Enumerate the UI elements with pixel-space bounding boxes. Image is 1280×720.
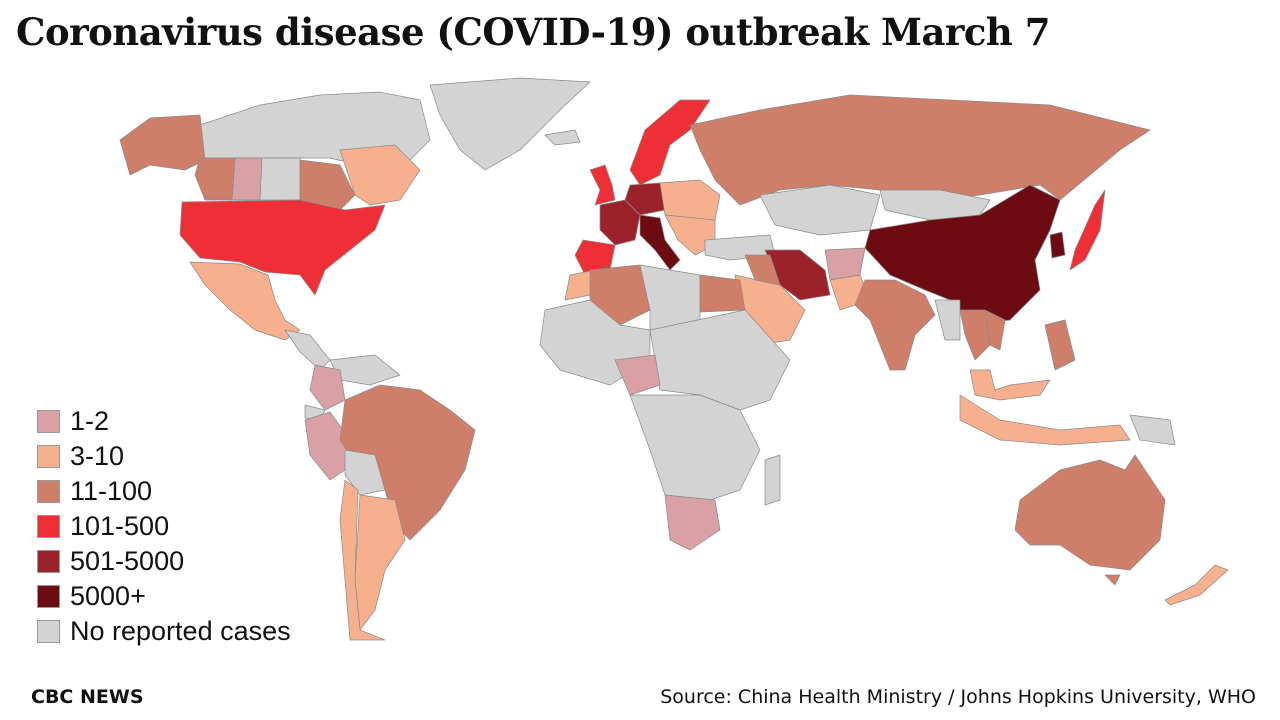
region-mexico (189, 261, 301, 341)
legend-swatch (37, 480, 60, 503)
legend-swatch (37, 445, 60, 468)
legend-label: 501-5000 (70, 546, 185, 576)
region-indonesia (959, 394, 1131, 446)
legend-item: 3-10 (37, 439, 291, 474)
legend-item: 501-5000 (37, 544, 291, 579)
region-algeria (589, 264, 651, 326)
legend-label: 101-500 (70, 511, 170, 541)
legend-swatch (37, 410, 60, 433)
region-canada-alberta (231, 157, 263, 201)
legend-swatch (37, 620, 60, 643)
region-alaska (119, 114, 206, 176)
region-chile (339, 479, 386, 641)
region-germany (624, 182, 666, 216)
region-iceland (544, 129, 581, 146)
region-canada-quebec (339, 144, 421, 206)
region-japan (1069, 189, 1106, 271)
brand-logo-text: CBC NEWS (31, 686, 144, 708)
region-nigeria (614, 354, 661, 396)
legend-label: 1-2 (70, 406, 110, 436)
legend-item: No reported cases (37, 614, 291, 649)
region-central-africa (629, 394, 761, 501)
legend-item: 101-500 (37, 509, 291, 544)
legend-item: 5000+ (37, 579, 291, 614)
region-papua (1129, 414, 1176, 446)
legend-swatch (37, 550, 60, 573)
region-thailand (959, 309, 991, 361)
legend-label: No reported cases (70, 616, 291, 646)
region-italy (639, 214, 681, 271)
legend-label: 11-100 (70, 476, 153, 506)
region-egypt (699, 274, 746, 313)
region-canada-prairies (259, 157, 301, 201)
region-australia (1014, 454, 1166, 571)
legend-label: 3-10 (70, 441, 125, 471)
region-madagascar (764, 454, 781, 506)
region-usa (179, 199, 386, 296)
region-canada-ontario (299, 159, 356, 211)
region-north-africa (639, 264, 701, 331)
legend: 1-2 3-10 11-100 101-500 501-5000 5000+ N… (37, 404, 291, 649)
legend-label: 5000+ (70, 581, 146, 611)
region-canada-bc (194, 157, 236, 201)
region-south-korea (1049, 231, 1066, 259)
region-china (864, 184, 1061, 326)
region-vietnam (984, 309, 1006, 351)
region-colombia (309, 364, 346, 411)
region-russia (689, 94, 1151, 206)
region-iraq (744, 254, 781, 286)
region-scandinavia (629, 99, 711, 186)
region-central-america (284, 329, 331, 371)
region-bolivia (344, 449, 386, 496)
region-kazakhstan (759, 184, 881, 236)
region-uk (589, 164, 616, 206)
region-argentina (354, 494, 406, 631)
source-credit: Source: China Health Ministry / Johns Ho… (660, 686, 1256, 708)
legend-swatch (37, 585, 60, 608)
region-india (854, 279, 936, 371)
legend-item: 1-2 (37, 404, 291, 439)
map-title: Coronavirus disease (COVID-19) outbreak … (16, 10, 1050, 54)
region-malaysia (969, 369, 1051, 401)
region-east-africa (649, 309, 791, 411)
region-new-zealand (1164, 564, 1229, 606)
region-myanmar (934, 299, 961, 341)
region-greenland (429, 77, 591, 171)
region-south-africa (664, 494, 721, 551)
region-philippines (1044, 319, 1076, 371)
legend-swatch (37, 515, 60, 538)
legend-item: 11-100 (37, 474, 291, 509)
region-tasmania (1104, 574, 1121, 586)
